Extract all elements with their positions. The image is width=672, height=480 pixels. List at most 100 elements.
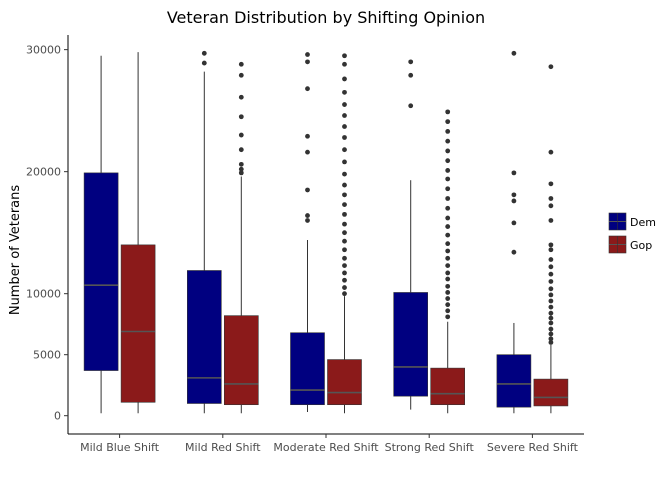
gop-box-group: [327, 53, 362, 414]
gop-outlier-point: [238, 72, 244, 78]
dem-outlier-point: [511, 50, 517, 56]
gop-outlier-point: [342, 192, 347, 198]
gop-outlier-point: [445, 302, 451, 308]
gop-box: [224, 315, 259, 406]
gop-outlier-point: [548, 315, 554, 321]
gop-outlier-point: [445, 138, 451, 144]
gop-outlier-point: [238, 132, 244, 138]
x-tick-label: Mild Red Shift: [185, 441, 261, 454]
gop-box-group: [533, 64, 569, 414]
dem-box-group: [496, 50, 532, 414]
chart-title: Veteran Distribution by Shifting Opinion: [167, 8, 485, 27]
gop-outlier-point: [342, 61, 347, 67]
dem-box: [393, 292, 429, 397]
gop-box: [533, 378, 569, 407]
gop-outlier-point: [548, 326, 554, 332]
legend-dem-label: Dem: [630, 216, 656, 229]
gop-outlier-point: [445, 276, 451, 282]
gop-outlier-point: [445, 109, 451, 115]
dem-outlier-point: [511, 249, 517, 255]
gop-outlier-point: [238, 166, 244, 172]
dem-outlier-point: [408, 59, 414, 65]
gop-outlier-point: [548, 242, 554, 248]
gop-outlier-point: [548, 292, 554, 298]
gop-outlier-point: [548, 331, 554, 337]
dem-outlier-point: [511, 192, 517, 198]
gop-outlier-point: [238, 61, 244, 67]
gop-outlier-point: [445, 248, 451, 254]
gop-outlier-point: [238, 170, 244, 176]
gop-outlier-point: [548, 336, 554, 342]
x-tick-label: Strong Red Shift: [385, 441, 475, 454]
dem-outlier-point: [305, 133, 310, 139]
gop-outlier-point: [342, 147, 347, 153]
gop-outlier-point: [445, 263, 451, 269]
x-tick-label: Severe Red Shift: [487, 441, 579, 454]
gop-outlier-point: [445, 241, 451, 247]
gop-outlier-point: [548, 218, 554, 223]
gop-outlier-point: [342, 277, 347, 283]
gop-outlier-point: [445, 314, 451, 320]
gop-outlier-point: [548, 264, 554, 270]
gop-outlier-point: [445, 232, 451, 238]
x-tick-label: Mild Blue Shift: [80, 441, 160, 454]
gop-outlier-point: [548, 257, 554, 262]
gop-outlier-point: [342, 291, 347, 297]
y-tick-label: 0: [54, 410, 61, 423]
gop-outlier-point: [445, 128, 451, 134]
dem-outlier-point: [305, 149, 310, 155]
dem-outlier-point: [408, 72, 414, 78]
gop-outlier-point: [342, 102, 347, 107]
gop-outlier-point: [342, 238, 347, 244]
gop-outlier-point: [342, 211, 347, 217]
gop-outlier-point: [445, 205, 451, 211]
gop-outlier-point: [342, 159, 347, 165]
plot-area: 0 5000 10000 20000 30000 Mild Blue Shift Mild …: [26, 44, 579, 454]
gop-outlier-point: [342, 53, 347, 59]
y-axis-title: Number of Veterans: [8, 185, 23, 316]
gop-outlier-point: [548, 298, 554, 304]
gop-outlier-point: [548, 64, 554, 70]
dem-outlier-point: [201, 50, 207, 56]
gop-outlier-point: [445, 224, 451, 229]
gop-outlier-point: [548, 320, 554, 326]
gop-outlier-point: [342, 221, 347, 227]
gop-outlier-point: [342, 76, 347, 82]
dem-box: [290, 332, 325, 406]
legend: Dem Gop: [608, 212, 656, 254]
gop-outlier-point: [342, 270, 347, 276]
gop-outlier-point: [342, 202, 347, 208]
dem-box: [83, 172, 119, 371]
dem-box: [187, 270, 222, 404]
dem-outlier-point: [305, 59, 310, 65]
dem-box: [496, 354, 532, 408]
gop-outlier-point: [548, 340, 554, 345]
gop-outlier-point: [548, 271, 554, 277]
gop-outlier-point: [342, 285, 347, 290]
dem-outlier-point: [305, 52, 310, 57]
gop-outlier-point: [238, 114, 244, 120]
y-tick-label: 5000: [33, 349, 61, 362]
gop-outlier-point: [445, 296, 451, 301]
gop-outlier-point: [342, 124, 347, 129]
gop-outlier-point: [342, 255, 347, 261]
gop-outlier-point: [342, 135, 347, 140]
dem-outlier-point: [408, 103, 414, 109]
dem-box-group: [393, 59, 429, 410]
dem-outlier-point: [511, 198, 517, 204]
gop-outlier-point: [548, 181, 554, 187]
gop-outlier-point: [548, 196, 554, 201]
y-tick-label: 30000: [26, 44, 61, 57]
gop-outlier-point: [445, 270, 451, 276]
gop-box: [120, 244, 156, 403]
gop-outlier-point: [445, 119, 451, 125]
dem-outlier-point: [511, 220, 517, 226]
gop-box-group: [224, 61, 259, 414]
gop-box: [327, 359, 362, 406]
gop-outlier-point: [445, 290, 451, 295]
gop-outlier-point: [445, 148, 451, 154]
gop-outlier-point: [238, 161, 244, 167]
gop-outlier-point: [548, 203, 554, 209]
gop-outlier-point: [548, 279, 554, 284]
